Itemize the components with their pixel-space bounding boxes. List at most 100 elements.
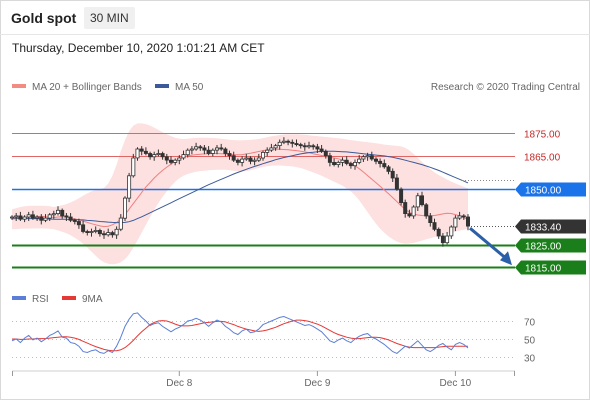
candle-body [327,155,332,163]
candle-body [227,153,232,157]
bb-legend-label: MA 20 + Bollinger Bands [32,82,142,93]
ma50-line [12,150,469,224]
candle-body [64,215,69,218]
candle-body [72,219,77,222]
candle-body [311,145,316,148]
candle-body [110,232,115,236]
candle-body [407,213,412,217]
candle-body [382,163,387,168]
header-divider [0,34,590,35]
candle-body [294,143,299,146]
candle-body [461,215,466,218]
candle-body [440,235,445,244]
candle-body [60,209,65,217]
candle-body [332,161,337,165]
candle-body [106,232,111,236]
candle-body [369,155,374,160]
candle-body [323,150,328,157]
candle-body [177,157,182,161]
candle-body [286,140,291,143]
candle-body [206,149,211,154]
candle-body [260,151,265,159]
support-line-4-tag [515,260,586,275]
resistance-label-0: 1875.00 [524,130,561,141]
candle-body [139,148,144,152]
candle-body [298,144,303,147]
candle-body [102,233,107,236]
candle-body [114,228,119,236]
candle-body [424,204,429,217]
candle-body [168,159,173,163]
projection-arrow-head [500,251,512,266]
ma50-legend-swatch [155,84,169,88]
rsi-tick-70: 70 [524,318,536,329]
candle-body [22,216,27,220]
candle-body [281,140,286,143]
x-tick-label: Dec 9 [304,378,331,389]
ma9-legend-swatch [62,296,76,300]
candle-body [357,158,362,163]
ma50-legend-label: MA 50 [175,82,204,93]
candle-body [127,175,132,199]
candle-body [47,214,52,219]
candle-body [68,216,73,221]
candle-body [436,228,441,237]
x-axis-ticks: Dec 8 Dec 9 Dec 10 [12,371,515,389]
projection-arrow [469,227,508,261]
candle-body [51,213,56,216]
candle-body [97,229,102,235]
credit-text: Research © 2020 Trading Central [431,82,580,93]
candle-body [81,224,86,232]
candle-body [43,217,48,221]
candle-body [189,148,194,151]
candle-body [135,148,140,159]
x-tick-label: Dec 8 [166,378,193,389]
candle-body [273,145,278,149]
candle-body [252,159,257,162]
resistance-label-1: 1865.00 [524,153,561,164]
timeframe-badge[interactable]: 30 MIN [84,7,135,29]
candle-body [240,158,245,163]
candle-body [26,214,31,218]
candle-body [185,149,190,156]
candle-body [160,153,165,158]
candle-body [89,231,94,234]
candle-body [445,235,450,244]
candle-body [361,156,366,160]
candle-body [18,215,23,220]
candle-body [352,161,357,167]
candle-body [173,159,178,163]
candle-body [348,163,353,167]
rsi-panel: 70 50 30 [11,312,536,365]
candle-body [9,216,14,219]
candle-body [465,216,470,227]
candle-body [256,157,261,161]
candle-body [336,161,341,165]
timestamp: Thursday, December 10, 2020 1:01:21 AM C… [12,41,265,55]
symbol-title: Gold spot [11,10,77,26]
candle-body [415,195,420,208]
candle-body [453,217,458,228]
candle-body [148,153,153,158]
candle-body [181,154,186,159]
current-price-label: 1833.40 [525,223,562,234]
candle-body [35,216,40,219]
candle-body [390,170,395,179]
bb-legend-swatch [12,84,26,88]
candle-body [76,221,81,226]
candle-body [223,148,228,154]
candle-body [457,215,462,219]
current-price-tag [515,219,586,234]
price-panel: 1875.00 1865.00 1850.00 1825.00 1815.00 1833.… [9,123,586,275]
candle-body [231,155,236,161]
candle-body [428,215,433,223]
header: Gold spot 30 MIN [0,0,590,34]
candle-body [214,147,219,151]
support-line-3-tag [515,238,586,253]
candle-body [269,147,274,151]
candle-body [344,159,349,164]
rsi-tick-50: 50 [524,336,536,347]
candle-body [30,214,35,219]
candle-body [198,146,203,149]
